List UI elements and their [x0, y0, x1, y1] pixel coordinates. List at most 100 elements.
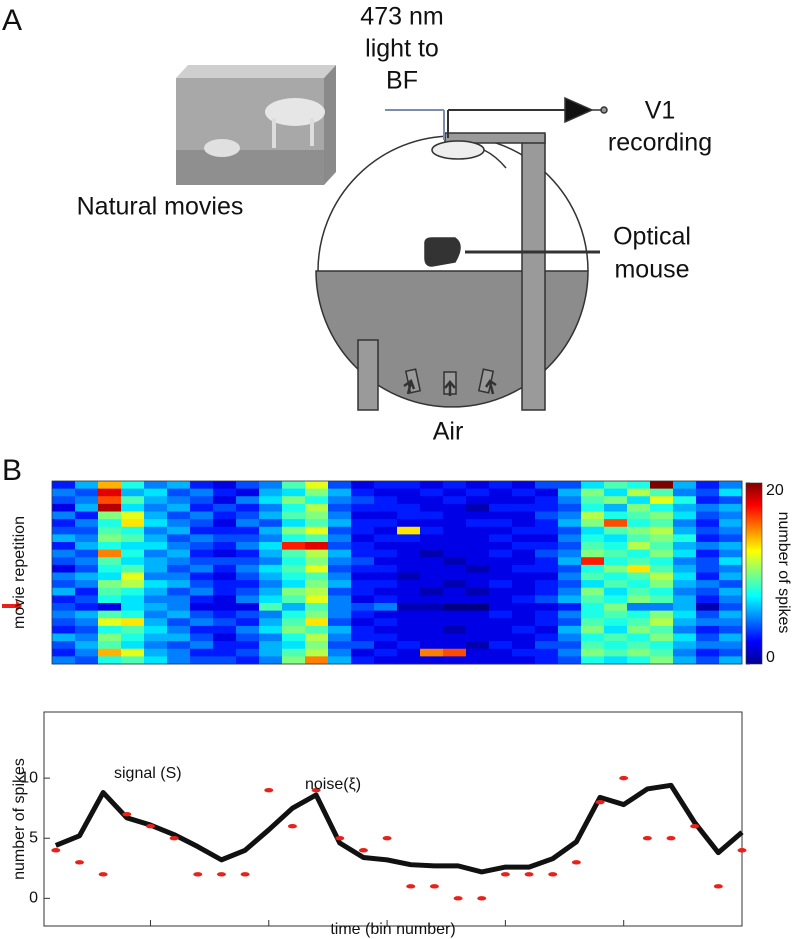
heat-cell	[98, 549, 122, 558]
heat-cell	[719, 534, 743, 543]
heat-cell	[627, 610, 651, 619]
heat-cell	[75, 587, 99, 596]
heat-cell	[696, 641, 720, 650]
heat-cell	[512, 603, 536, 612]
heat-cell	[512, 641, 536, 650]
heat-cell	[558, 519, 582, 528]
heat-cell	[397, 580, 421, 589]
heat-cell	[535, 633, 559, 642]
heat-cell	[627, 511, 651, 520]
heat-cell	[282, 595, 306, 604]
heat-cell	[98, 595, 122, 604]
heat-cell	[121, 519, 145, 528]
heat-cell	[305, 519, 329, 528]
heat-cell	[604, 542, 628, 551]
heat-cell	[121, 511, 145, 520]
heat-cell	[52, 557, 76, 566]
heat-cell	[443, 625, 467, 634]
heat-cell	[282, 557, 306, 566]
heat-cell	[489, 633, 513, 642]
heat-cell	[558, 496, 582, 505]
heat-cell	[167, 557, 191, 566]
heat-cell	[351, 633, 375, 642]
heat-cell	[581, 633, 605, 642]
heat-cell	[627, 633, 651, 642]
heat-cell	[397, 534, 421, 543]
heat-cell	[213, 534, 237, 543]
heat-cell	[535, 488, 559, 497]
heat-cell	[121, 564, 145, 573]
heat-cell	[144, 648, 168, 657]
heat-cell	[121, 526, 145, 535]
heat-cell	[696, 618, 720, 627]
heat-cell	[489, 481, 513, 490]
heat-cell	[328, 648, 352, 657]
heat-cell	[466, 580, 490, 589]
heat-cell	[627, 587, 651, 596]
heat-cell	[673, 549, 697, 558]
heat-cell	[75, 526, 99, 535]
heat-cell	[75, 618, 99, 627]
heat-cell	[627, 557, 651, 566]
series-annotation: signal (S)	[114, 765, 182, 782]
heat-cell	[420, 656, 444, 665]
heat-cell	[627, 641, 651, 650]
heat-cell	[305, 526, 329, 535]
heat-cell	[466, 503, 490, 512]
heat-cell	[282, 580, 306, 589]
heat-cell	[305, 511, 329, 520]
heat-cell	[627, 481, 651, 490]
heat-cell	[351, 511, 375, 520]
heat-cell	[420, 511, 444, 520]
heat-cell	[75, 503, 99, 512]
heat-cell	[167, 610, 191, 619]
heat-cell	[259, 633, 283, 642]
heat-cell	[282, 572, 306, 581]
heat-cell	[52, 481, 76, 490]
heat-cell	[121, 481, 145, 490]
heat-cell	[190, 603, 214, 612]
heat-cell	[420, 587, 444, 596]
heat-cell	[75, 542, 99, 551]
heat-cell	[604, 557, 628, 566]
heat-cell	[627, 534, 651, 543]
heat-cell	[305, 564, 329, 573]
heat-cell	[535, 625, 559, 634]
heat-cell	[328, 625, 352, 634]
heat-cell	[144, 488, 168, 497]
heat-cell	[144, 656, 168, 665]
noise-point	[74, 860, 84, 865]
heat-cell	[696, 549, 720, 558]
heat-cell	[282, 587, 306, 596]
heat-cell	[719, 595, 743, 604]
heat-cell	[236, 580, 260, 589]
heat-cell	[397, 587, 421, 596]
heat-cell	[512, 481, 536, 490]
heat-cell	[374, 618, 398, 627]
heat-cell	[259, 648, 283, 657]
heat-cell	[604, 488, 628, 497]
heat-cell	[98, 496, 122, 505]
heat-cell	[259, 511, 283, 520]
heat-cell	[627, 618, 651, 627]
heat-cell	[167, 519, 191, 528]
heat-cell	[604, 641, 628, 650]
heat-cell	[282, 641, 306, 650]
noise-point	[358, 848, 368, 853]
heat-cell	[144, 503, 168, 512]
heat-cell	[627, 648, 651, 657]
heat-cell	[374, 488, 398, 497]
heat-cell	[121, 641, 145, 650]
heat-cell	[420, 618, 444, 627]
heat-cell	[397, 542, 421, 551]
heat-cell	[581, 564, 605, 573]
heat-cell	[558, 633, 582, 642]
heat-cell	[696, 542, 720, 551]
heat-cell	[236, 572, 260, 581]
heat-cell	[604, 519, 628, 528]
y-tick-label: 0	[29, 890, 38, 907]
heat-cell	[190, 481, 214, 490]
heat-cell	[558, 503, 582, 512]
heat-cell	[673, 534, 697, 543]
heat-cell	[259, 549, 283, 558]
